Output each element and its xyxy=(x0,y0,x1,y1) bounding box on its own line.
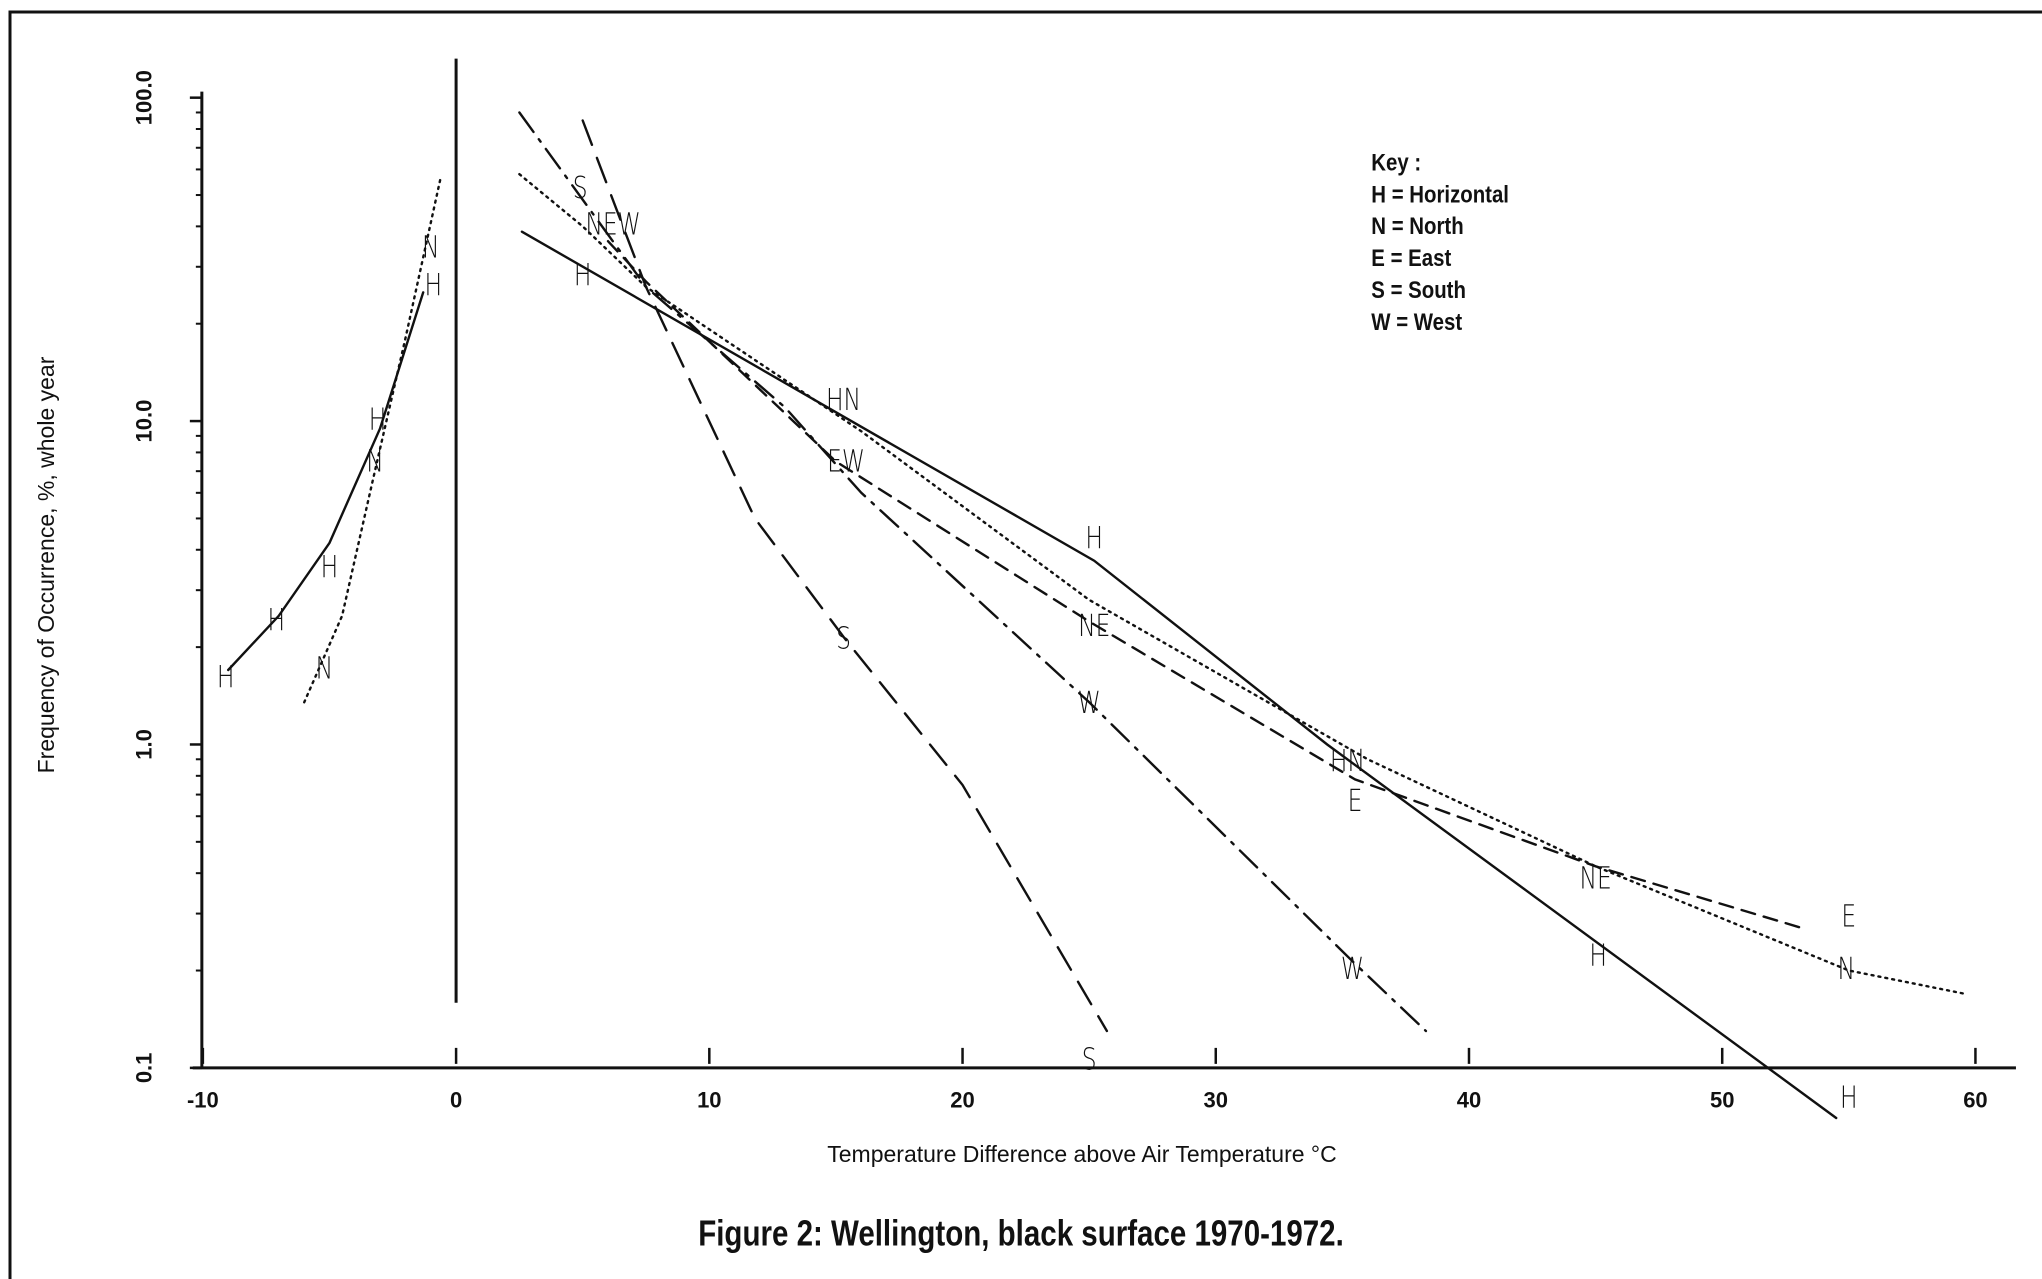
key-entry: W = West xyxy=(1371,308,1462,335)
line-annotation: EW xyxy=(827,445,865,480)
x-tick-label: 10 xyxy=(697,1088,721,1113)
line-annotation: E xyxy=(1841,900,1856,935)
line-annotation: H xyxy=(217,660,235,695)
key-entry: E = East xyxy=(1371,245,1451,272)
y-tick-label: 100.0 xyxy=(132,70,157,125)
line-annotation: N xyxy=(1838,952,1856,987)
series-line xyxy=(581,119,1109,1033)
line-annotation: S xyxy=(573,171,588,206)
x-axis-label: Temperature Difference above Air Tempera… xyxy=(827,1141,1337,1167)
key-entry: H = Horizontal xyxy=(1371,181,1509,208)
line-annotation: W xyxy=(1078,686,1101,721)
line-annotation: S xyxy=(836,622,851,657)
line-annotation: W xyxy=(1341,952,1364,987)
y-tick-label: 10.0 xyxy=(132,400,157,443)
line-annotation: NEW xyxy=(585,208,640,243)
series-line xyxy=(518,111,1428,1033)
line-annotation: H xyxy=(268,603,286,638)
x-tick-label: 0 xyxy=(450,1088,462,1113)
y-axis-label: Frequency of Occurrence, %, whole year xyxy=(33,356,59,773)
chart-title: Figure 2: Wellington, black surface 1970… xyxy=(698,1213,1344,1253)
key-entry: S = South xyxy=(1371,277,1466,304)
series-line xyxy=(606,240,1805,930)
line-annotation: HN xyxy=(826,383,861,418)
key-entry: Key : xyxy=(1371,149,1421,176)
line-annotation: N xyxy=(422,231,440,266)
line-annotation: H xyxy=(574,258,592,293)
x-tick-label: 60 xyxy=(1963,1088,1987,1113)
series-line xyxy=(227,230,1838,1120)
line-annotation: E xyxy=(1348,784,1363,819)
line-annotation: H xyxy=(321,550,339,585)
x-tick-label: 40 xyxy=(1457,1088,1481,1113)
line-annotation: S xyxy=(1082,1043,1097,1078)
series-line xyxy=(303,173,1964,995)
frame xyxy=(8,10,2042,1279)
line-annotation: N xyxy=(316,652,334,687)
x-tick-label: -10 xyxy=(187,1088,219,1113)
line-annotation: H xyxy=(369,403,387,438)
line-annotation: H xyxy=(1840,1081,1858,1116)
line-annotation: NE xyxy=(1078,609,1110,644)
x-tick-label: 50 xyxy=(1710,1088,1734,1113)
line-annotation: H xyxy=(425,268,443,303)
line-annotation: H xyxy=(1085,521,1103,556)
y-tick-label: 0.1 xyxy=(132,1053,157,1084)
line-annotation: NE xyxy=(1579,862,1611,897)
x-tick-label: 30 xyxy=(1204,1088,1228,1113)
key-entry: N = North xyxy=(1371,213,1463,240)
line-annotation: HN xyxy=(1330,744,1365,779)
line-annotation: H xyxy=(1589,939,1607,974)
line-annotation: N xyxy=(366,445,384,480)
y-tick-label: 1.0 xyxy=(132,729,157,760)
x-tick-label: 20 xyxy=(950,1088,974,1113)
